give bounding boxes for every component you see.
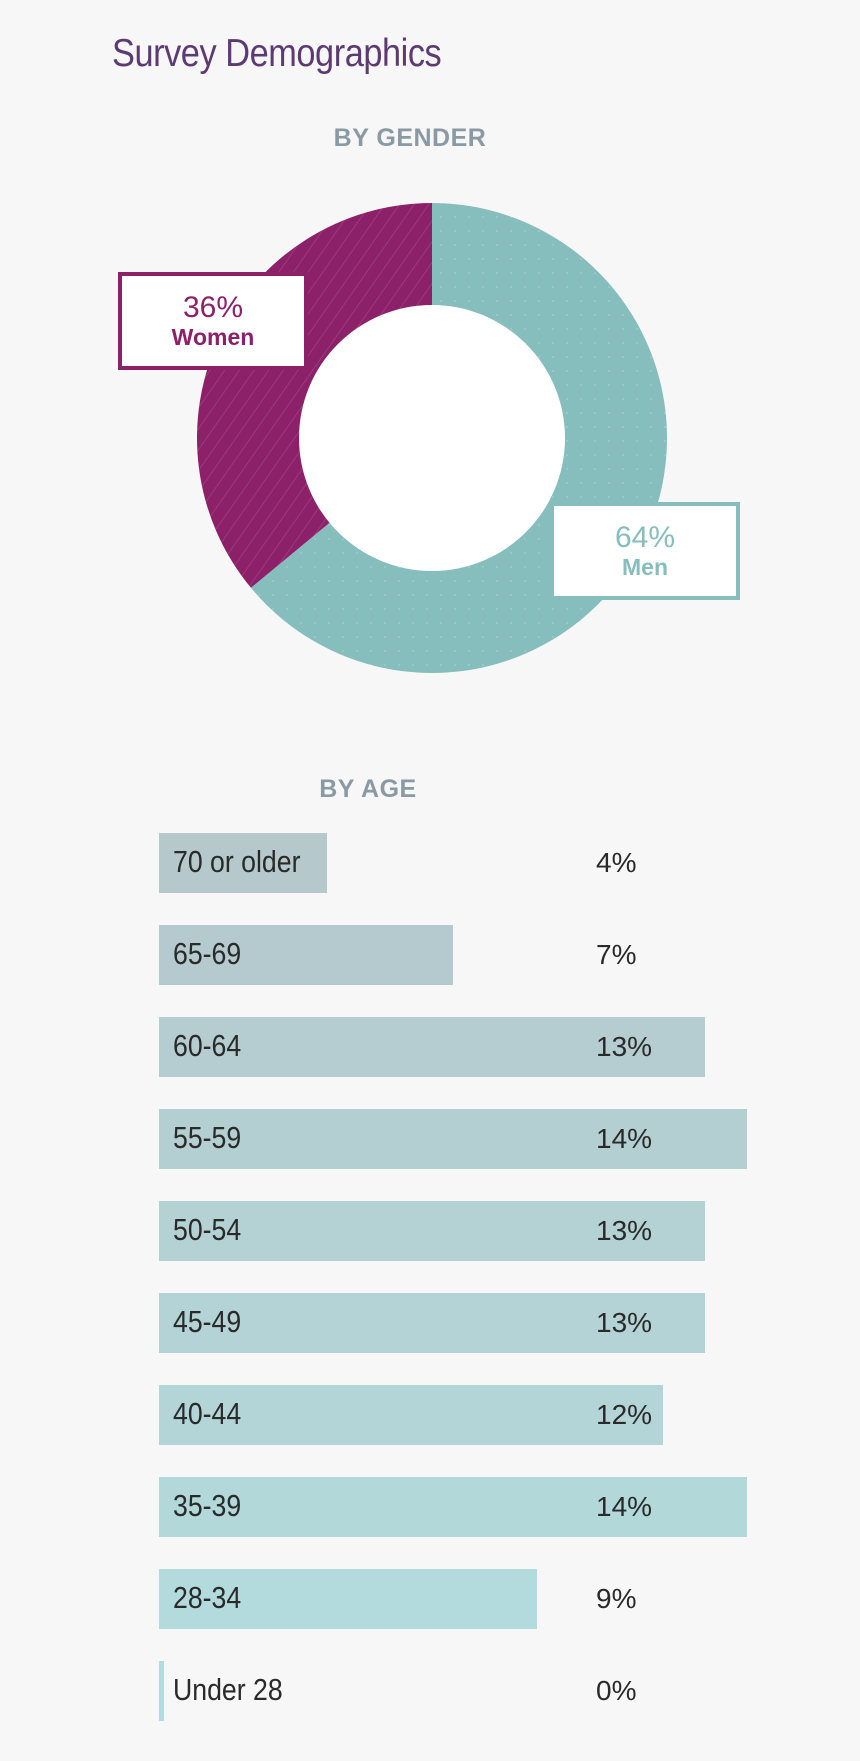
age-bar-label: 50-54 bbox=[173, 1212, 242, 1247]
age-bar-value: 13% bbox=[596, 1215, 653, 1246]
age-bar-value: 0% bbox=[596, 1675, 637, 1706]
age-bar-label: 35-39 bbox=[173, 1488, 242, 1523]
age-bar-value: 13% bbox=[596, 1031, 653, 1062]
women-percent: 36% bbox=[182, 291, 244, 324]
age-bar bbox=[159, 1385, 663, 1445]
age-bar-value: 9% bbox=[596, 1583, 637, 1614]
gender-section-heading: BY GENDER bbox=[333, 124, 487, 152]
age-bar-value: 12% bbox=[596, 1399, 653, 1430]
age-bar bbox=[159, 1109, 747, 1169]
age-bar-value: 4% bbox=[596, 847, 637, 878]
age-bar-label: Under 28 bbox=[173, 1672, 283, 1707]
age-bar-label: 60-64 bbox=[173, 1028, 242, 1063]
age-bar bbox=[159, 833, 327, 893]
age-bar bbox=[159, 1201, 705, 1261]
age-bar-value: 14% bbox=[596, 1491, 653, 1522]
women-label: Women bbox=[171, 324, 255, 350]
age-bar-label: 40-44 bbox=[173, 1396, 242, 1431]
age-bar-label: 70 or older bbox=[173, 844, 301, 879]
age-bar-value: 14% bbox=[596, 1123, 653, 1154]
men-percent: 64% bbox=[614, 521, 676, 554]
men-label: Men bbox=[622, 554, 668, 580]
age-bar-label: 45-49 bbox=[173, 1304, 242, 1339]
page-title: Survey Demographics bbox=[112, 32, 442, 75]
age-bar bbox=[159, 1569, 537, 1629]
age-bar-value: 7% bbox=[596, 939, 637, 970]
men-callout: 64% Men bbox=[550, 502, 740, 600]
age-section-heading: BY AGE bbox=[319, 775, 417, 803]
age-bar bbox=[159, 925, 453, 985]
women-callout: 36% Women bbox=[118, 272, 308, 370]
age-bar-label: 65-69 bbox=[173, 936, 242, 971]
age-bar-value: 13% bbox=[596, 1307, 653, 1338]
age-bar bbox=[159, 1477, 747, 1537]
age-bar bbox=[159, 1661, 164, 1721]
age-bar bbox=[159, 1293, 705, 1353]
age-bar bbox=[159, 1017, 705, 1077]
age-bar-label: 55-59 bbox=[173, 1120, 242, 1155]
age-bar-label: 28-34 bbox=[173, 1580, 242, 1615]
donut-hole bbox=[299, 305, 565, 571]
